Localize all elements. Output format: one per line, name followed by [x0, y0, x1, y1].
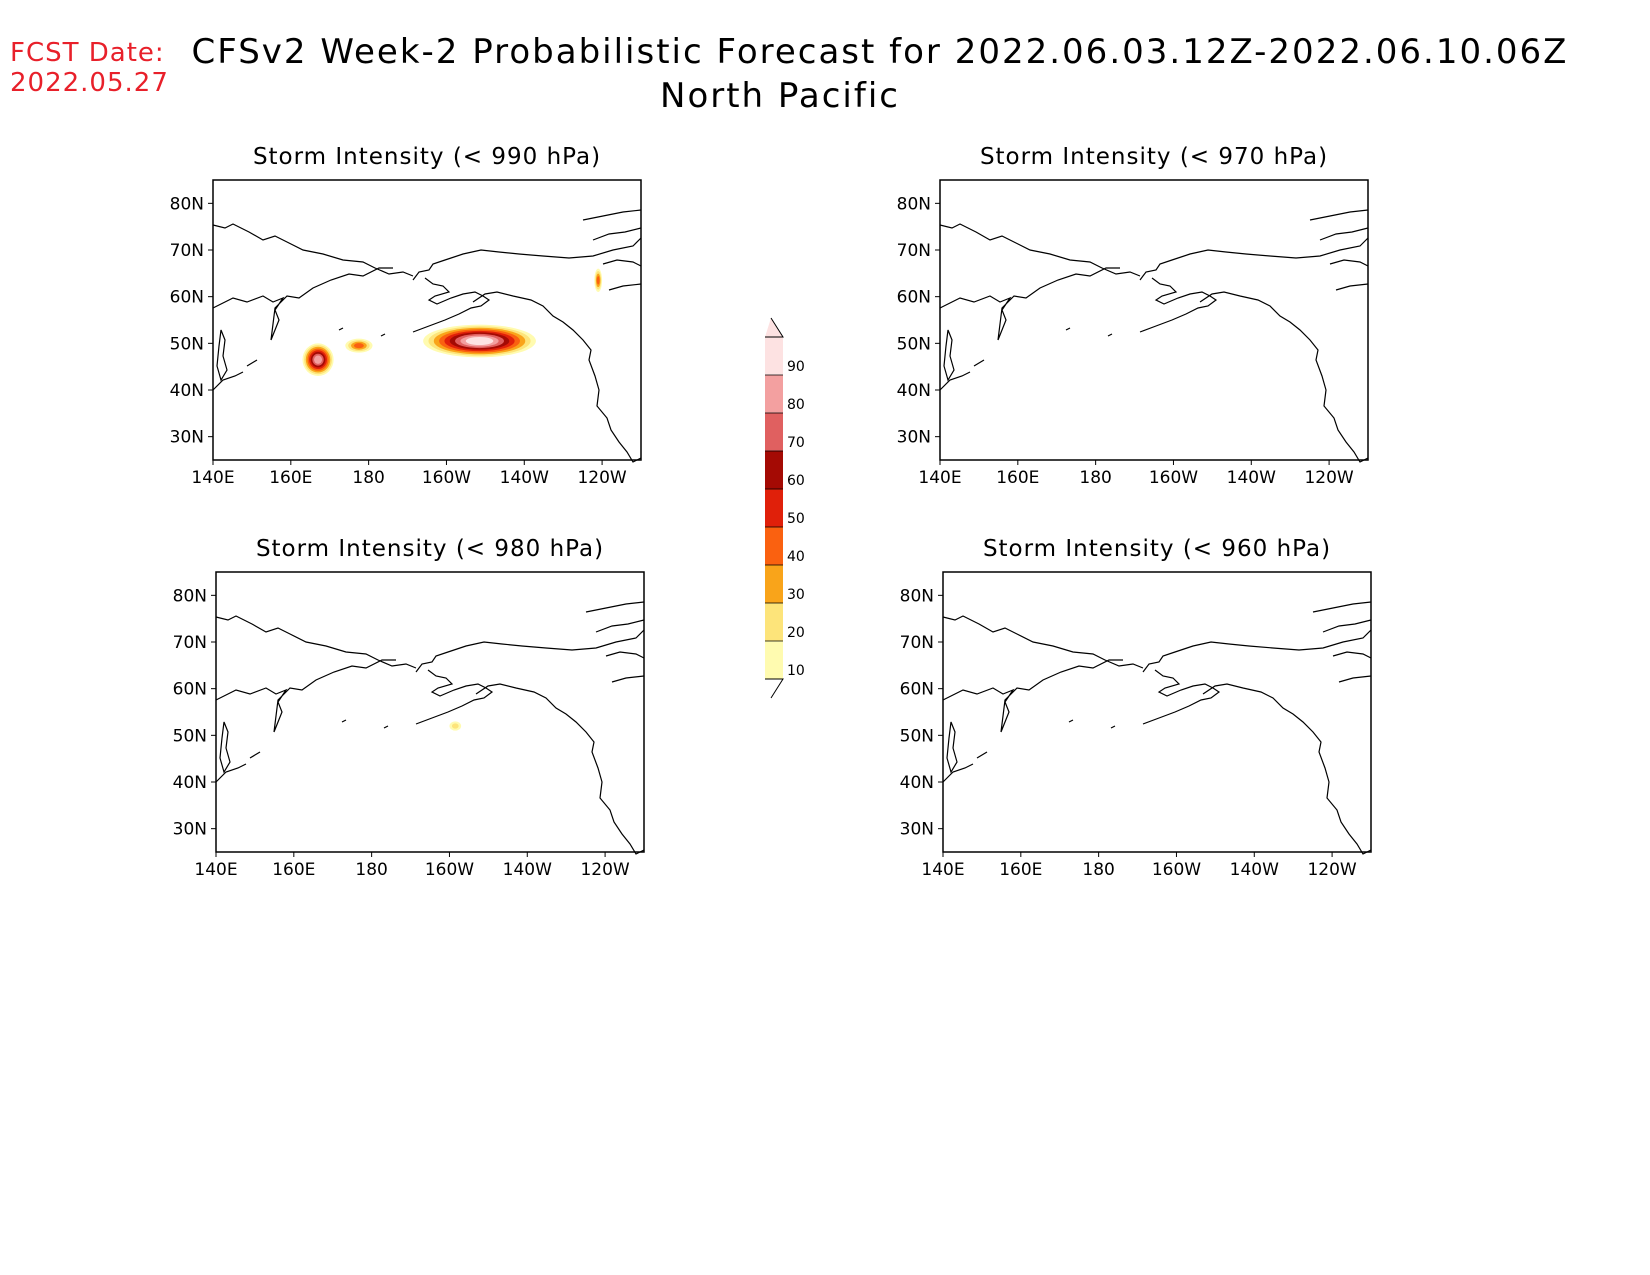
lon-tick-label: 180 [352, 468, 384, 488]
lat-tick-label: 40N [170, 381, 204, 401]
lat-tick-label: 50N [897, 334, 931, 354]
lon-tick-label: 140E [918, 468, 961, 488]
panel-title: Storm Intensity (< 970 hPa) [980, 144, 1328, 170]
colorbar-label: 40 [787, 549, 805, 565]
lon-tick-label: 160W [425, 860, 474, 880]
colorbar-label: 90 [787, 359, 805, 375]
colorbar-swatch [765, 375, 783, 413]
region-title: North Pacific [660, 76, 900, 116]
lon-tick-label: 120W [1307, 860, 1356, 880]
probability-area [314, 355, 323, 364]
lat-tick-label: 60N [170, 288, 204, 308]
colorbar-swatch [765, 451, 783, 489]
lat-tick-label: 30N [900, 820, 934, 840]
lon-tick-label: 140W [503, 860, 552, 880]
lon-tick-label: 140E [194, 860, 237, 880]
lat-tick-label: 50N [173, 726, 207, 746]
colorbar-swatch [765, 527, 783, 565]
coastline [215, 601, 645, 855]
probability-area [596, 276, 600, 285]
lon-tick-label: 160E [999, 860, 1042, 880]
panel-980hpa: Storm Intensity (< 980 hPa) 140E 160E 180 16… [173, 536, 645, 880]
panel-title: Storm Intensity (< 960 hPa) [983, 536, 1331, 562]
lon-tick-label: 140E [191, 468, 234, 488]
colorbar-label: 70 [787, 435, 805, 451]
lat-tick-label: 80N [173, 586, 207, 606]
lon-tick-label: 140W [1227, 468, 1276, 488]
lon-tick-label: 120W [577, 468, 626, 488]
colorbar-label: 10 [787, 663, 805, 679]
lat-tick-label: 30N [173, 820, 207, 840]
lat-tick-label: 40N [897, 381, 931, 401]
lon-tick-label: 180 [1079, 468, 1111, 488]
colorbar-swatch [765, 337, 783, 375]
lat-tick-label: 70N [173, 633, 207, 653]
colorbar-label: 60 [787, 473, 805, 489]
lat-tick-label: 50N [900, 726, 934, 746]
lon-tick-label: 160W [1149, 468, 1198, 488]
colorbar-label: 30 [787, 587, 805, 603]
lon-tick-label: 160W [1152, 860, 1201, 880]
lat-tick-label: 70N [170, 241, 204, 261]
lat-tick-label: 30N [170, 428, 204, 448]
colorbar-swatch [765, 413, 783, 451]
forecast-date-value: 2022.05.27 [10, 68, 169, 98]
lon-tick-label: 180 [355, 860, 387, 880]
forecast-date: FCST Date: 2022.05.27 [10, 38, 169, 98]
panel-title: Storm Intensity (< 980 hPa) [256, 536, 604, 562]
colorbar-swatch [765, 603, 783, 641]
chart-title: CFSv2 Week-2 Probabilistic Forecast for … [190, 30, 1570, 118]
lat-tick-label: 80N [897, 194, 931, 214]
colorbar-label: 50 [787, 511, 805, 527]
lon-tick-label: 140W [1230, 860, 1279, 880]
map-frame [942, 571, 1372, 853]
colorbar-swatch [765, 641, 783, 679]
lat-tick-label: 40N [173, 773, 207, 793]
lon-tick-label: 140E [921, 860, 964, 880]
map-frame [212, 179, 642, 461]
panel-title: Storm Intensity (< 990 hPa) [253, 144, 601, 170]
lat-tick-label: 60N [173, 680, 207, 700]
lon-tick-label: 140W [500, 468, 549, 488]
lat-tick-label: 70N [900, 633, 934, 653]
lon-tick-label: 120W [580, 860, 629, 880]
map-frame [939, 179, 1369, 461]
panel-970hpa: Storm Intensity (< 970 hPa) 140E 160E 180 16… [897, 144, 1369, 488]
colorbar-end [765, 317, 784, 338]
lon-tick-label: 160E [996, 468, 1039, 488]
probability-area [451, 723, 459, 729]
colorbar-label: 80 [787, 397, 805, 413]
coastline [939, 209, 1369, 463]
lat-tick-label: 70N [897, 241, 931, 261]
lat-tick-label: 80N [170, 194, 204, 214]
map-frame [215, 571, 645, 853]
main-title: CFSv2 Week-2 Probabilistic Forecast for … [191, 32, 1569, 72]
colorbar-swatch [765, 565, 783, 603]
lon-tick-label: 160E [269, 468, 312, 488]
lat-tick-label: 50N [170, 334, 204, 354]
probability-area [353, 343, 364, 349]
lon-tick-label: 180 [1082, 860, 1114, 880]
colorbar-label: 20 [787, 625, 805, 641]
lon-tick-label: 160E [272, 860, 315, 880]
colorbar: 10 20 30 40 50 60 70 80 90 [765, 317, 805, 699]
colorbar-end [765, 678, 784, 699]
probability-area [465, 337, 494, 345]
panel-960hpa: Storm Intensity (< 960 hPa) 140E 160E 180 16… [900, 536, 1372, 880]
lat-tick-label: 30N [897, 428, 931, 448]
lat-tick-label: 40N [900, 773, 934, 793]
coastline [942, 601, 1372, 855]
lat-tick-label: 60N [900, 680, 934, 700]
colorbar-swatch [765, 489, 783, 527]
lon-tick-label: 120W [1304, 468, 1353, 488]
lat-tick-label: 60N [897, 288, 931, 308]
panel-990hpa: Storm Intensity (< 990 hPa) 140E 160E 180 16… [170, 144, 642, 488]
lon-tick-label: 160W [422, 468, 471, 488]
lat-tick-label: 80N [900, 586, 934, 606]
forecast-date-label: FCST Date: [10, 38, 165, 68]
